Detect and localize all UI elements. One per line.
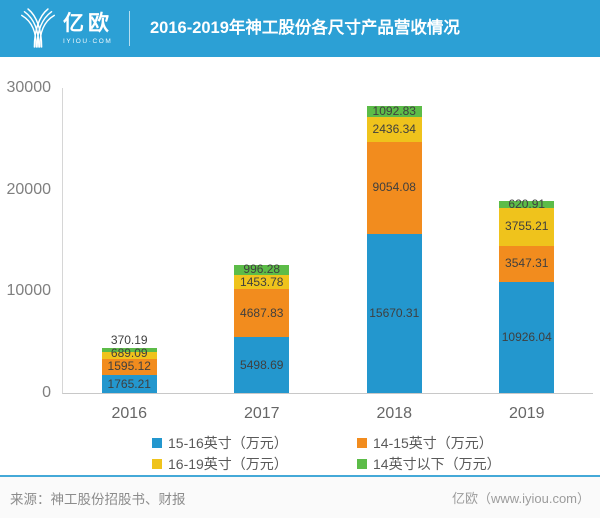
logo-text-block: 亿欧 IYIOU·COM [63, 12, 113, 45]
page-title: 2016-2019年神工股份各尺寸产品营收情况 [150, 19, 460, 37]
header-divider [129, 11, 130, 46]
logo-subtext: IYIOU·COM [63, 37, 113, 45]
bar-value-label: 5498.69 [240, 357, 284, 372]
legend-label: 15-16英寸（万元） [168, 434, 288, 451]
bar-value-label: 3755.21 [505, 219, 549, 234]
stacked-bar-plot-area: 0 10000 20000 30000 1765.21 1595.12 689.09 370.… [7, 79, 593, 422]
bar-segment [366, 116, 422, 142]
bar-value-label: 1092.83 [372, 103, 416, 118]
legend-item: 14英寸以下（万元） [357, 454, 501, 473]
legend-item: 14-15英寸（万元） [357, 433, 501, 452]
x-axis-label: 2019 [508, 405, 545, 422]
x-axis-label: 2016 [111, 405, 148, 422]
legend-label: 14英寸以下（万元） [373, 455, 501, 472]
legend-swatch [152, 458, 162, 469]
y-axis-tick-label: 30000 [6, 79, 52, 96]
bar-segment [101, 351, 157, 359]
bar-value-label: 1453.78 [240, 274, 284, 289]
legend: 15-16英寸（万元） 14-15英寸（万元） 16-19英寸（万元） 14英寸以下（… [152, 433, 501, 473]
bar-segment [366, 233, 422, 393]
legend-swatch [357, 437, 367, 448]
legend-item: 15-16英寸（万元） [152, 433, 357, 452]
bar-segment [101, 348, 157, 352]
footer: 来源：神工股份招股书、财报 亿欧（www.iyiou.com） [0, 477, 600, 518]
legend-label: 16-19英寸（万元） [168, 455, 288, 472]
iyiou-logo-icon [20, 8, 56, 48]
bar-value-label: 2436.34 [372, 121, 416, 136]
y-axis-tick-label: 10000 [6, 282, 52, 300]
legend-label: 14-15英寸（万元） [373, 434, 493, 451]
bar-value-label: 9054.08 [372, 180, 416, 195]
bar-value-label: 4687.83 [240, 305, 284, 320]
bar-value-label: 620.91 [508, 197, 546, 212]
bar-segment [234, 289, 290, 338]
bar-segment [366, 105, 422, 117]
legend-item: 16-19英寸（万元） [152, 454, 357, 473]
bar-segment [499, 207, 555, 246]
brand-text: 亿欧（www.iyiou.com） [452, 491, 590, 506]
legend-swatch [357, 458, 367, 469]
bar-value-label: 996.28 [243, 261, 281, 276]
legend-swatch [152, 437, 162, 448]
footer-divider [0, 475, 600, 477]
x-axis-label: 2018 [376, 405, 413, 422]
bar-segment [234, 274, 290, 290]
bar-value-label: 1595.12 [107, 359, 151, 374]
bar-segment [101, 358, 157, 376]
bar-segment [366, 141, 422, 234]
bar-value-label: 3547.31 [505, 256, 549, 271]
bar-segment [234, 264, 290, 275]
logo-text: 亿欧 [63, 11, 113, 35]
y-axis-tick-label: 0 [42, 384, 51, 401]
bar-segment [499, 245, 555, 282]
logo: 亿欧 IYIOU·COM [19, 8, 113, 48]
header: 亿欧 IYIOU·COM 2016-2019年神工股份各尺寸产品营收情况 [0, 0, 600, 57]
bar-value-label: 370.19 [110, 333, 148, 348]
x-axis-label: 2017 [243, 405, 280, 422]
bar-segment [499, 201, 555, 208]
bar-segment [101, 375, 157, 393]
bar-segment [499, 281, 555, 393]
bar-value-label: 10926.04 [501, 329, 552, 344]
bar-value-label: 1765.21 [107, 376, 151, 391]
bar-value-label: 15670.31 [369, 305, 420, 320]
y-axis-tick-label: 20000 [6, 180, 52, 198]
bar-value-label: 689.09 [110, 346, 148, 361]
source-text: 来源：神工股份招股书、财报 [10, 491, 186, 507]
bar-segment [234, 337, 290, 393]
